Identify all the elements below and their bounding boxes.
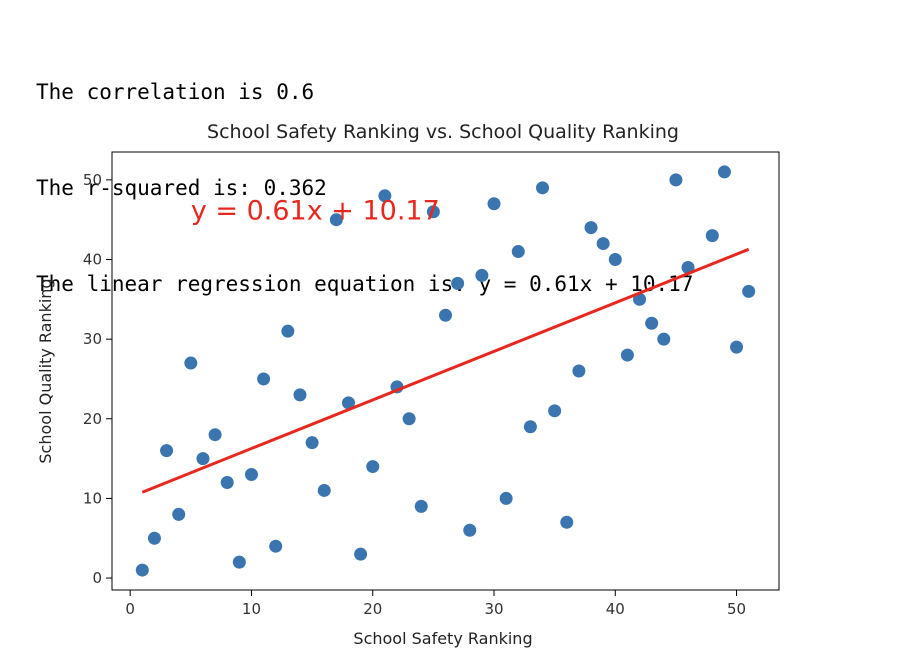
- data-point: [608, 253, 622, 267]
- x-tick-label: 20: [363, 600, 382, 618]
- data-point: [548, 404, 562, 418]
- data-point: [584, 221, 598, 235]
- y-tick-label: 40: [83, 251, 102, 269]
- data-point: [196, 452, 210, 466]
- data-point: [184, 356, 198, 370]
- data-point: [523, 420, 537, 434]
- data-point: [160, 444, 174, 458]
- stdout-output: The correlation is 0.6 The r-squared is:…: [36, 12, 693, 332]
- data-point: [451, 276, 465, 290]
- data-point: [329, 213, 343, 227]
- y-tick-label: 0: [92, 569, 102, 587]
- data-point: [705, 229, 719, 243]
- data-point: [596, 237, 610, 251]
- data-point: [730, 340, 744, 354]
- data-point: [499, 491, 513, 505]
- data-point: [439, 308, 452, 322]
- regression-annotation: y = 0.61x + 10.17: [191, 196, 440, 227]
- x-tick-label: 40: [606, 600, 625, 618]
- x-tick-label: 50: [727, 600, 746, 618]
- y-tick-label: 10: [83, 489, 102, 507]
- y-axis: 0 10 20 30 40 50: [83, 171, 112, 587]
- data-point: [293, 388, 307, 402]
- data-point: [572, 364, 586, 378]
- y-tick-label: 50: [83, 171, 102, 189]
- data-point: [475, 268, 489, 282]
- y-tick-label: 30: [83, 330, 102, 348]
- data-point: [426, 205, 440, 219]
- data-point: [669, 173, 683, 187]
- data-point: [463, 523, 477, 537]
- data-point: [172, 507, 186, 521]
- data-point: [536, 181, 550, 195]
- data-point: [269, 539, 283, 553]
- data-point: [560, 515, 574, 529]
- data-point: [402, 412, 416, 426]
- data-points: [135, 165, 756, 577]
- data-point: [717, 165, 731, 179]
- data-point: [487, 197, 501, 211]
- y-tick-label: 20: [83, 410, 102, 428]
- data-point: [220, 475, 234, 489]
- data-point: [620, 348, 634, 362]
- y-axis-label: School Quality Ranking: [36, 278, 55, 463]
- data-point: [281, 324, 295, 338]
- regression-line-group: y = 0.61x + 10.17: [141, 196, 750, 494]
- data-point: [657, 332, 671, 346]
- data-point: [633, 292, 647, 306]
- regression-line: [141, 247, 750, 494]
- data-point: [414, 499, 428, 513]
- x-tick-label: 30: [484, 600, 503, 618]
- data-point: [317, 483, 331, 497]
- x-axis: 0 10 20 30 40 50: [125, 590, 746, 618]
- data-point: [244, 468, 258, 482]
- data-point: [257, 372, 271, 386]
- data-point: [511, 245, 525, 259]
- data-point: [378, 189, 392, 203]
- data-point: [742, 284, 756, 298]
- data-point: [354, 547, 368, 561]
- regression-equation-text: The linear regression equation is: y = 0…: [36, 272, 694, 296]
- data-point: [645, 316, 659, 330]
- data-point: [135, 563, 149, 577]
- chart-title: School Safety Ranking vs. School Quality…: [207, 121, 679, 143]
- data-point: [147, 531, 161, 545]
- data-point: [341, 396, 355, 410]
- data-point: [232, 555, 246, 569]
- data-point: [366, 460, 380, 474]
- plot-frame: [111, 151, 780, 591]
- r-squared-text: The r-squared is: 0.362: [36, 176, 327, 200]
- data-point: [305, 436, 319, 450]
- x-tick-label: 0: [125, 600, 135, 618]
- correlation-text: The correlation is 0.6: [36, 80, 315, 104]
- data-point: [208, 428, 222, 442]
- x-axis-label: School Safety Ranking: [353, 629, 532, 648]
- x-tick-label: 10: [242, 600, 261, 618]
